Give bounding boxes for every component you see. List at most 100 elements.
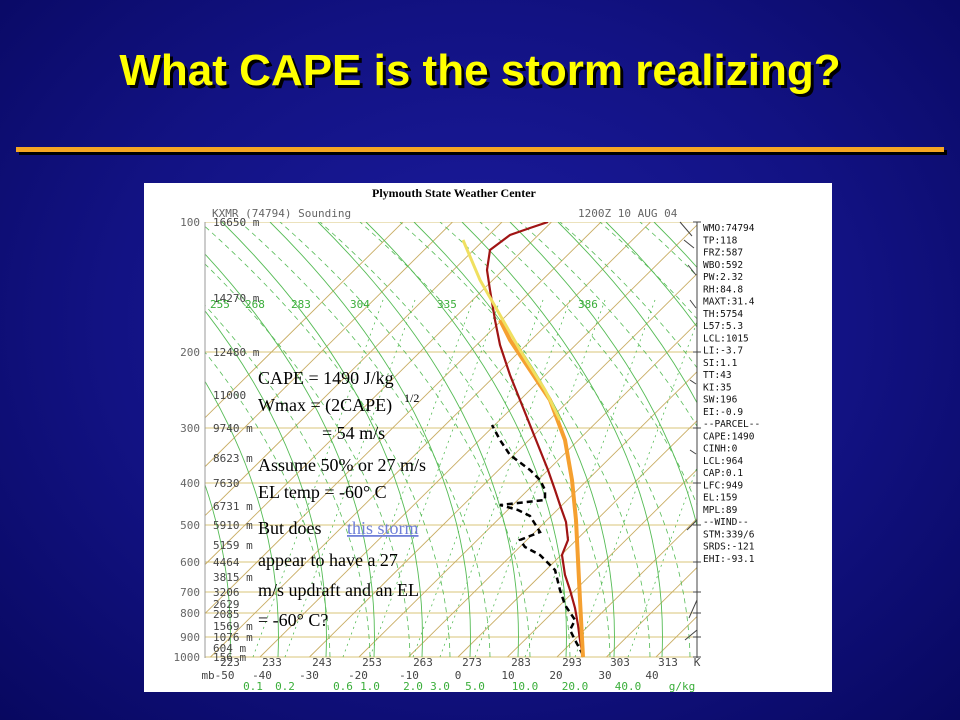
mixing-ratio-label: 0.2 xyxy=(275,680,295,693)
pressure-label: 500 xyxy=(180,519,200,532)
isotherm xyxy=(210,222,651,658)
celsius-label: 20 xyxy=(549,669,562,682)
isotherm xyxy=(358,322,697,658)
dry-adiabat xyxy=(221,222,423,658)
moist-adiabat xyxy=(399,222,651,658)
index-value: CINH:0 xyxy=(703,444,738,455)
mixing-ratio-label: 2.0 xyxy=(403,680,423,693)
celsius-label: -40 xyxy=(252,669,272,682)
index-value: --WIND-- xyxy=(703,517,749,528)
index-value: WMO:74794 xyxy=(703,223,755,234)
dry-adiabat xyxy=(509,222,697,529)
index-value: WBO:592 xyxy=(703,260,743,271)
index-value: SI:1.1 xyxy=(703,358,738,369)
moist-adiabat xyxy=(239,222,491,658)
index-value: --PARCEL-- xyxy=(703,419,760,430)
height-label: 16650 m xyxy=(213,216,260,229)
virtual-path xyxy=(461,239,562,421)
kelvin-label: 243 xyxy=(312,656,332,669)
index-value: SW:196 xyxy=(703,395,738,406)
index-value: LCL:964 xyxy=(703,456,743,467)
diagram-grid xyxy=(205,222,697,658)
moist-adiabat xyxy=(439,222,691,658)
mixing-ratio-label: 10.0 xyxy=(512,680,539,693)
index-value: TT:43 xyxy=(703,370,732,381)
isotherm xyxy=(205,222,404,419)
note-el-temp: EL temp = -60° C xyxy=(258,482,387,502)
theta-e-label: 283 xyxy=(291,298,311,311)
index-value: L57:5.3 xyxy=(703,321,743,332)
sounding-header: Plymouth State Weather Center xyxy=(372,186,537,200)
index-value: KI:35 xyxy=(703,382,732,393)
kelvin-label: K xyxy=(694,656,701,669)
height-label: 4464 xyxy=(213,556,240,569)
pressure-label: 600 xyxy=(180,556,200,569)
index-value: LFC:949 xyxy=(703,480,743,491)
storm-link[interactable]: this storm xyxy=(347,518,419,538)
pressure-label: 200 xyxy=(180,346,200,359)
theta-e-label: 386 xyxy=(578,298,598,311)
height-label: 5910 m xyxy=(213,519,253,532)
mixing-ratio-label: 5.0 xyxy=(465,680,485,693)
isotherm xyxy=(606,566,697,658)
height-label: 1569 m xyxy=(213,620,253,633)
index-value: TP:118 xyxy=(703,235,738,246)
isotherm xyxy=(556,517,697,658)
index-value: FRZ:587 xyxy=(703,248,743,259)
height-label: 2085 xyxy=(213,608,240,621)
height-label: 3206 xyxy=(213,586,240,599)
wind-barbs xyxy=(679,221,698,641)
celsius-label: -30 xyxy=(299,669,319,682)
isotherm xyxy=(309,273,697,658)
height-label: 14270 m xyxy=(213,292,260,305)
pressure-label: 800 xyxy=(180,607,200,620)
index-value: LI:-3.7 xyxy=(703,346,743,357)
height-label: 604 m xyxy=(213,642,246,655)
moist-adiabat xyxy=(205,263,411,658)
celsius-label: mb-50 xyxy=(201,669,234,682)
kelvin-label: 253 xyxy=(362,656,382,669)
moist-adiabat xyxy=(279,222,531,658)
index-value: LCL:1015 xyxy=(703,333,749,344)
theta-e-label: 304 xyxy=(350,298,370,311)
dry-adiabat xyxy=(557,222,697,404)
pressure-label: 900 xyxy=(180,631,200,644)
mixing-ratio-label: g/kg xyxy=(669,680,696,693)
station-label: KXMR (74794) Sounding xyxy=(212,207,351,220)
dry-adiabat xyxy=(461,222,663,658)
celsius-label: 30 xyxy=(598,669,611,682)
note-assume: Assume 50% or 27 m/s xyxy=(258,455,426,475)
height-label: 9740 m xyxy=(213,422,253,435)
notes: CAPE = 1490 J/kg Wmax = (2CAPE) 1/2 = 54… xyxy=(258,368,426,630)
celsius-label: -20 xyxy=(348,669,368,682)
pressure-label: 1000 xyxy=(174,651,201,664)
title-rule xyxy=(16,147,944,152)
mixing-ratio-label: 40.0 xyxy=(615,680,642,693)
pressure-label: 300 xyxy=(180,422,200,435)
temperature-profile xyxy=(485,222,585,658)
mixing-ratio-label: 0.1 xyxy=(243,680,263,693)
celsius-label: -10 xyxy=(399,669,419,682)
slide-title: What CAPE is the storm realizing? xyxy=(119,46,841,95)
moist-adiabat xyxy=(205,351,331,658)
height-label: 8623 m xyxy=(213,452,253,465)
kelvin-label: 283 xyxy=(511,656,531,669)
dry-adiabat xyxy=(205,483,231,658)
mixing-ratio-label: 0.6 xyxy=(333,680,353,693)
question-line: = -60° C? xyxy=(258,610,328,630)
isotherm xyxy=(457,420,697,658)
dry-adiabat xyxy=(205,310,327,658)
isotherm xyxy=(205,222,503,517)
index-value: STM:339/6 xyxy=(703,529,755,540)
pressure-label: 400 xyxy=(180,477,200,490)
dry-adiabat xyxy=(205,380,279,658)
note-wmax-exponent: 1/2 xyxy=(404,391,419,405)
index-value: EL:159 xyxy=(703,493,738,504)
celsius-label: 0 xyxy=(455,669,462,682)
note-cape: CAPE = 1490 J/kg xyxy=(258,368,394,388)
height-label: 1076 m xyxy=(213,631,253,644)
height-label: 11000 xyxy=(213,389,246,402)
height-label: 3815 m xyxy=(213,571,253,584)
